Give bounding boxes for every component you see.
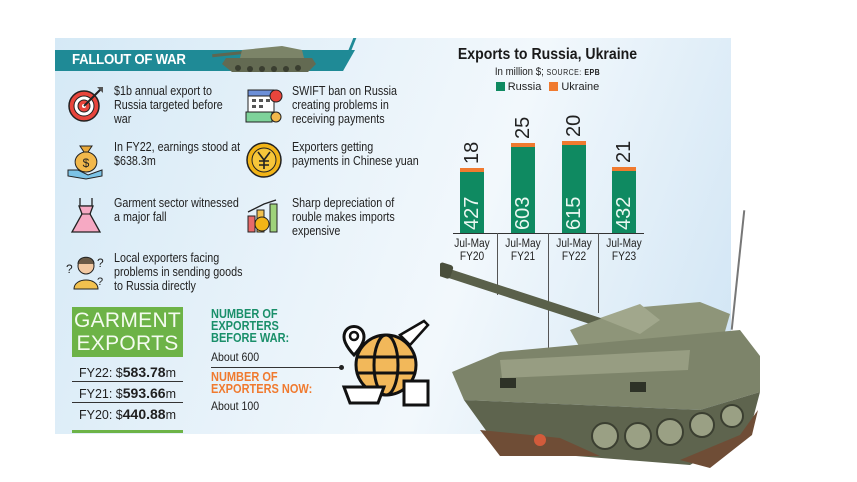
row-unit: m [165,387,177,401]
calendar-payment-icon [245,89,283,123]
dress-icon [70,198,102,233]
global-trade-icon [341,319,430,407]
x-axis-label: Jul-May FY21 [505,238,541,263]
row-value: 583.78 [122,364,166,380]
garment-exports-title: GARMENT EXPORTS [72,307,183,357]
bar-russia [562,145,586,233]
axis-divider [598,233,599,313]
svg-text:$: $ [83,156,90,170]
fact-text: In FY22, earnings stood at $638.3m [114,140,241,168]
bar-ukraine [511,143,535,147]
legend-swatch-russia [495,82,505,91]
target-icon [68,87,103,122]
garment-title-line1: GARMENT [73,309,182,332]
bar-value-russia: 615 [563,196,585,230]
bar-ukraine [562,141,586,145]
fact-text: Sharp depreciation of rouble makes impor… [292,196,395,238]
exporters-before-heading-1: NUMBER OF [211,307,278,321]
row-label: FY20: $ [78,408,123,422]
garment-row-fy21: FY21: $593.66m [72,383,183,403]
bar-russia [460,172,484,233]
chart-title: Exports to Russia, Ukraine [457,46,638,63]
row-unit: m [165,408,177,422]
x-axis-label: Jul-May FY22 [556,238,592,263]
exporters-before-heading-3: BEFORE WAR: [211,331,290,345]
connector-dot [339,365,344,370]
bar-value-russia: 432 [613,196,635,230]
fact-garment-fall: Garment sector witnessed a major fall [66,196,264,236]
garment-footer-bar [72,430,183,433]
axis-divider [497,233,498,295]
axis-divider [548,233,549,351]
bar-value-ukraine: 20 [563,114,585,137]
connector-line [211,367,341,368]
svg-text:?: ? [97,256,104,270]
chart-unit: In million $; [494,66,544,78]
legend-russia: Russia [495,81,542,93]
bar-russia [612,171,636,233]
bar-value-ukraine: 21 [613,140,635,163]
header-title: FALLOUT OF WAR [72,51,186,68]
row-value: 593.66 [122,385,166,401]
exporters-before-value: About 600 [211,350,260,364]
garment-row-fy22: FY22: $583.78m [72,362,183,382]
exporters-before-heading-2: EXPORTERS [211,319,279,333]
legend-ukraine: Ukraine [549,81,599,93]
rising-chart-coin-icon [247,199,278,233]
row-label: FY21: $ [78,387,123,401]
fact-text: Garment sector witnessed a major fall [114,196,239,224]
svg-text:?: ? [97,276,103,288]
exporters-now-value: About 100 [211,399,260,413]
source-value: EPB [584,68,601,77]
bar-value-ukraine: 18 [461,141,483,164]
fact-export-target: $1b annual export to Russia targeted bef… [66,84,264,126]
exporters-now-heading-2: EXPORTERS NOW: [211,382,313,396]
chart-legend: Russia Ukraine [440,81,655,93]
bar-value-russia: 603 [512,196,534,230]
row-unit: m [165,366,177,380]
money-bag-icon: $ [67,145,103,180]
chart-subtitle: In million $; SOURCE: EPB [453,66,642,78]
x-axis-label: Jul-May FY20 [454,238,490,263]
x-axis-label: Jul-May FY23 [606,238,642,263]
source-label: SOURCE: [546,68,582,77]
bar-ukraine [612,167,636,171]
row-value: 440.88 [122,406,166,422]
bar-ukraine [460,168,484,172]
fact-text: Exporters getting payments in Chinese yu… [292,140,419,168]
small-tank-image [212,46,316,72]
yuan-coin-icon [246,142,282,178]
fact-yuan-payments: Exporters getting payments in Chinese yu… [244,140,442,180]
tank-image [440,262,760,468]
bar-russia [511,147,535,233]
bar-value-ukraine: 25 [512,116,534,139]
garment-title-line2: EXPORTS [76,332,179,355]
fact-text: Local exporters facing problems in sendi… [114,251,243,293]
confused-person-icon: ? ? ? [66,256,104,290]
garment-row-fy20: FY20: $440.88m [72,404,183,424]
fact-shipping-problems: ? ? ? Local exporters facing problems in… [66,251,264,293]
legend-label: Ukraine [561,81,600,93]
fact-fy22-earnings: $ In FY22, earnings stood at $638.3m [66,140,264,180]
fact-swift-ban: SWIFT ban on Russia creating problems in… [244,84,442,126]
legend-swatch-ukraine [549,82,559,91]
row-label: FY22: $ [78,366,123,380]
exporters-now-heading-1: NUMBER OF [211,370,278,384]
fact-text: SWIFT ban on Russia creating problems in… [292,84,397,126]
svg-text:?: ? [66,262,73,276]
fact-rouble-depreciation: Sharp depreciation of rouble makes impor… [244,196,442,238]
legend-label: Russia [507,81,542,93]
fact-text: $1b annual export to Russia targeted bef… [114,84,223,126]
bar-value-russia: 427 [461,196,483,230]
